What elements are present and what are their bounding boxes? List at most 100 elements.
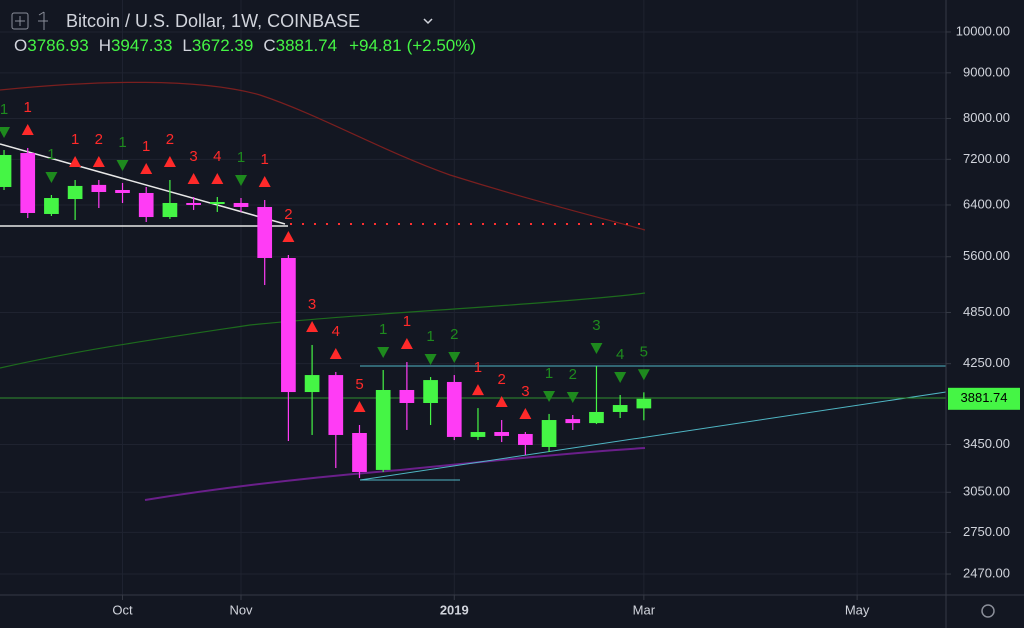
td-marker (377, 347, 390, 359)
y-tick-label: 4250.00 (963, 355, 1010, 370)
td-count: 3 (308, 296, 316, 313)
expand-icon[interactable] (11, 12, 29, 30)
x-tick-label: Oct (112, 602, 133, 617)
candle-body (115, 190, 130, 193)
td-marker (424, 354, 437, 366)
td-count: 1 (261, 151, 269, 168)
ohlc-part: (+2.50%) (407, 36, 476, 55)
td-count: 1 (118, 134, 126, 151)
td-count: 1 (403, 313, 411, 330)
td-marker (543, 390, 556, 402)
td-marker (163, 155, 176, 167)
candle-body (91, 184, 107, 192)
td-marker (0, 127, 11, 139)
td-marker (211, 173, 224, 185)
candle-body (636, 398, 652, 409)
y-tick-label: 5600.00 (963, 248, 1010, 263)
candle-body (565, 419, 581, 424)
ma-red (0, 81, 646, 231)
ohlc-legend: O3786.93 H3947.33 L3672.39 C3881.74 +94.81 (+… (14, 36, 476, 55)
td-count: 4 (616, 346, 624, 363)
td-count: 1 (24, 99, 32, 116)
x-tick-label: 2019 (440, 602, 469, 617)
td-count: 1 (474, 359, 482, 376)
y-tick-label: 7200.00 (963, 151, 1010, 166)
td-marker (519, 408, 532, 420)
td-count: 1 (71, 131, 79, 148)
td-marker (258, 175, 271, 187)
ohlc-part: H (99, 36, 111, 55)
dropdown-caret[interactable] (423, 18, 433, 25)
candle-body (612, 405, 628, 412)
td-marker (187, 173, 200, 185)
td-count: 2 (450, 326, 458, 343)
candle-body (0, 154, 12, 187)
td-marker (590, 343, 603, 355)
y-tick-label: 6400.00 (963, 196, 1010, 211)
y-tick-label: 10000.00 (956, 23, 1010, 38)
y-tick-label: 2750.00 (963, 524, 1010, 539)
td-marker (566, 391, 579, 403)
ma-purple (144, 447, 646, 501)
td-marker (116, 159, 129, 171)
candle-body (186, 202, 201, 205)
ohlc-part: 3947.33 (111, 36, 172, 55)
td-marker (235, 175, 248, 187)
td-marker (140, 162, 153, 174)
td-count: 4 (332, 323, 340, 340)
candle-body (399, 389, 415, 403)
y-tick-label: 2470.00 (963, 565, 1010, 580)
y-tick-label: 9000.00 (963, 64, 1010, 79)
trend-line (0, 143, 286, 225)
td-count: 5 (640, 343, 648, 360)
candle-body (162, 202, 178, 218)
td-count: 3 (521, 383, 529, 400)
td-marker (400, 338, 413, 350)
td-count: 2 (95, 131, 103, 148)
td-count: 4 (213, 148, 221, 165)
td-marker (329, 347, 342, 359)
ma-green (0, 292, 646, 369)
ohlc-part: 3786.93 (27, 36, 88, 55)
td-count: 5 (355, 376, 363, 393)
candle-body (67, 185, 83, 200)
candle-body (209, 202, 225, 205)
candle-body (470, 432, 486, 437)
candle-body (257, 206, 273, 258)
symbol-icon (38, 11, 48, 30)
candle-body (375, 389, 391, 470)
x-tick-label: Mar (633, 602, 656, 617)
y-tick-label: 3450.00 (963, 436, 1010, 451)
td-marker (45, 171, 58, 183)
td-count: 3 (189, 148, 197, 165)
td-marker (495, 396, 508, 408)
td-count: 1 (0, 101, 8, 118)
candle-body (20, 153, 36, 213)
candle-body (494, 432, 510, 436)
last-price-box (948, 387, 1020, 410)
ohlc-part: 3881.74 (276, 36, 337, 55)
settings-icon[interactable] (981, 604, 995, 618)
td-marker (614, 372, 627, 384)
ohlc-part: 3672.39 (192, 36, 253, 55)
candle-body (423, 380, 438, 403)
td-count: 1 (379, 321, 387, 338)
candle-body (138, 192, 154, 218)
chart-title[interactable]: Bitcoin / U.S. Dollar, 1W, COINBASE (66, 11, 360, 31)
td-count: 1 (237, 149, 245, 166)
y-tick-label: 3050.00 (963, 484, 1010, 499)
y-tick-label: 4850.00 (963, 304, 1010, 319)
td-count: 1 (142, 138, 150, 155)
candle-body (304, 375, 320, 393)
candle-body (281, 257, 296, 393)
ohlc-part: +94.81 (349, 36, 401, 55)
ohlc-part: C (263, 36, 275, 55)
td-marker (306, 320, 319, 332)
candle-body (446, 381, 462, 437)
y-tick-label: 8000.00 (963, 110, 1010, 125)
rising-trend-line (359, 391, 947, 481)
last-price-label: 3881.74 (961, 390, 1008, 405)
